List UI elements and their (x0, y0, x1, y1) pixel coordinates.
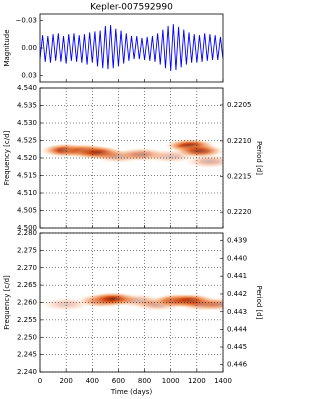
y-tick-label: 2.250 (17, 333, 37, 341)
y2-tick-label: 0.445 (227, 343, 247, 351)
y2-tick-label: 0.440 (227, 254, 247, 262)
y-tick-label: 4.510 (17, 189, 37, 197)
y2-axis-label: Period [d] (255, 141, 263, 175)
x-tick-label: 1200 (188, 377, 206, 385)
y-tick-label: 2.255 (17, 316, 37, 324)
y2-tick-label: 0.2215 (227, 173, 252, 181)
y-tick-label: 4.500 (17, 224, 37, 232)
x-tick-label: 800 (138, 377, 151, 385)
x-tick-label: 1400 (214, 377, 232, 385)
light-curve (40, 24, 223, 71)
y2-tick-label: 0.443 (227, 308, 247, 316)
y2-tick-label: 0.439 (227, 236, 247, 244)
x-tick-label: 0 (38, 377, 42, 385)
y-tick-label: 4.540 (17, 84, 37, 92)
heat-blob (194, 297, 223, 312)
y-tick-label: 4.505 (17, 207, 37, 215)
x-tick-label: 200 (59, 377, 72, 385)
x-tick-label: 600 (112, 377, 125, 385)
y-axis-label: Magnitude (3, 29, 11, 66)
figure: Kepler-007592990 −0.03 0.00 0.03 Magnitude 4.… (3, 3, 263, 397)
x-axis-label: Time (days) (110, 388, 153, 396)
plot-frame (39, 87, 224, 229)
y-tick-label: 2.240 (17, 368, 37, 376)
chart-title: Kepler-007592990 (90, 3, 173, 13)
y-tick-label: 0.03 (21, 72, 37, 80)
y-tick-label: 4.515 (17, 172, 37, 180)
heat-blob (173, 144, 223, 158)
y-tick-label: 2.270 (17, 264, 37, 272)
y-tick-label: 2.260 (17, 299, 37, 307)
y-tick-label: 0.00 (21, 44, 37, 52)
y-tick-label: 4.535 (17, 102, 37, 110)
y-tick-label: −0.03 (16, 16, 37, 24)
y2-axis-label: Period [d] (255, 286, 263, 320)
y-tick-label: 4.525 (17, 137, 37, 145)
y-axis-label: Frequency [c/d] (3, 130, 11, 185)
y-tick-label: 4.520 (17, 154, 37, 162)
y2-tick-label: 0.2205 (227, 101, 252, 109)
y-tick-label: 2.265 (17, 281, 37, 289)
plot-frame (39, 13, 224, 83)
y-tick-label: 2.280 (17, 229, 37, 237)
y-tick-label: 2.275 (17, 246, 37, 254)
y-tick-label: 2.245 (17, 351, 37, 359)
x-tick-label: 1000 (162, 377, 180, 385)
plot-frame (39, 232, 224, 373)
y-axis-label: Frequency [c/d] (3, 275, 11, 330)
y-tick-label: 4.530 (17, 119, 37, 127)
heat-blob (183, 154, 223, 169)
y2-tick-label: 0.444 (227, 325, 248, 333)
y2-tick-label: 0.441 (227, 272, 247, 280)
x-tick-label: 400 (86, 377, 99, 385)
y2-tick-label: 0.2210 (227, 137, 252, 145)
y2-tick-label: 0.446 (227, 361, 248, 369)
y2-tick-label: 0.442 (227, 290, 247, 298)
y2-tick-label: 0.2220 (227, 208, 252, 216)
